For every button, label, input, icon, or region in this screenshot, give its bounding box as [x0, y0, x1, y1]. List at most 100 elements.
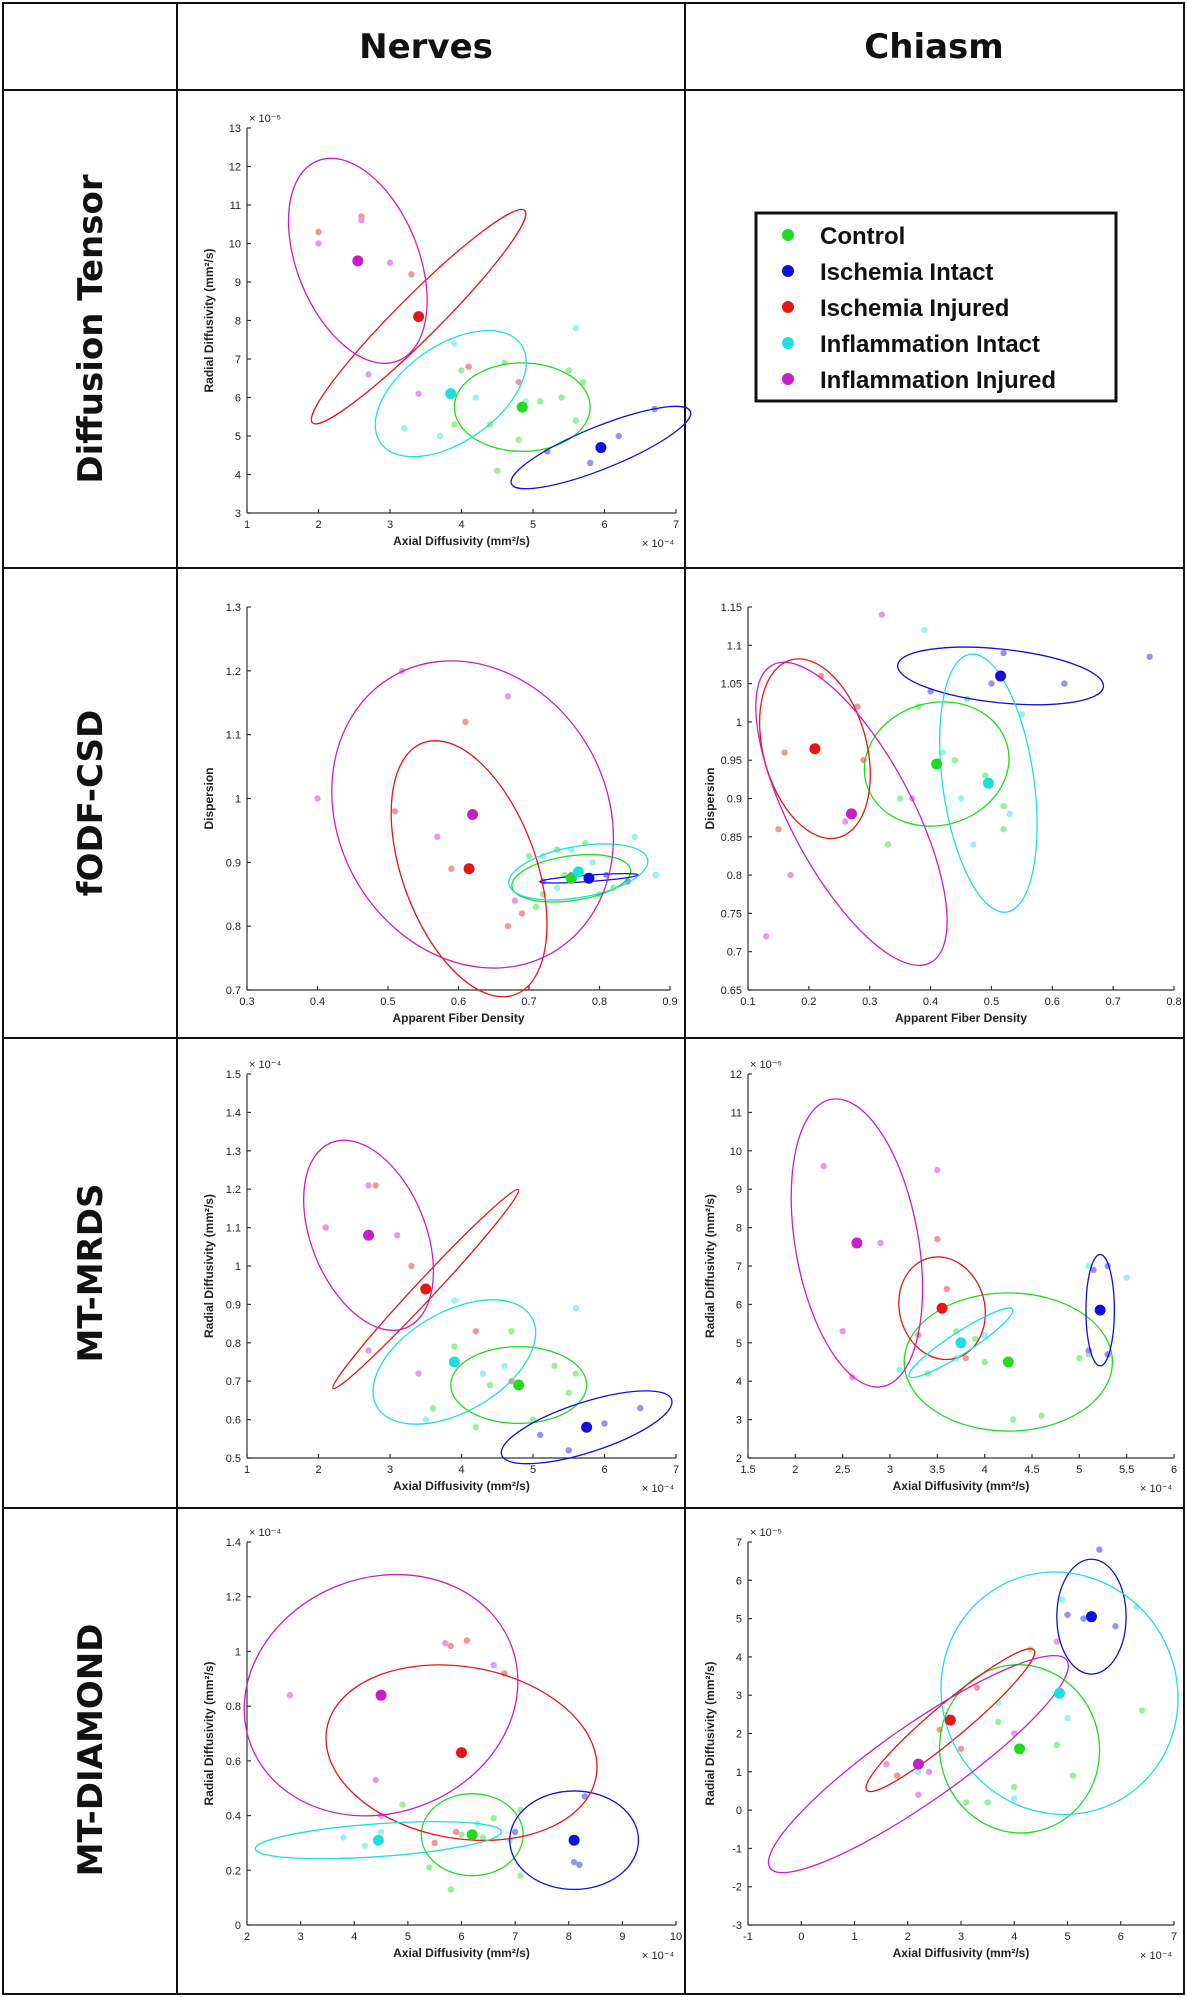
point-control: [426, 1864, 433, 1871]
point-ischemia-injured: [518, 910, 526, 917]
y-tick-label: 7: [736, 1537, 742, 1549]
point-inflammation-intact: [451, 1297, 458, 1304]
x-tick-label: 6: [1171, 1464, 1177, 1476]
x-tick-label: 0.6: [451, 996, 466, 1008]
y-tick-label: 1.4: [226, 1537, 241, 1549]
point-inflammation-injured: [286, 1692, 294, 1699]
legend-label-ischemia-injured: Ischemia Injured: [820, 295, 1009, 322]
point-ischemia-injured: [452, 1828, 460, 1836]
point-control: [982, 772, 989, 779]
y-axis-label: Dispersion: [703, 767, 717, 829]
ellipse-inflammation-intact: [374, 329, 527, 458]
point-ischemia-intact: [570, 1858, 578, 1866]
col-header-nerves: Nerves: [359, 27, 493, 67]
y-tick-label: 3: [736, 1690, 742, 1702]
point-control: [1069, 1772, 1077, 1779]
point-inflammation-injured: [504, 693, 512, 700]
mean-inflammation-injured: [375, 1689, 387, 1701]
point-ischemia-intact: [1064, 1611, 1071, 1618]
point-control: [981, 1358, 988, 1366]
mean-inflammation-intact: [372, 1834, 384, 1846]
x-tick-label: 1: [244, 519, 250, 531]
y-tick-label: 6: [736, 1575, 742, 1587]
mean-ischemia-intact: [995, 670, 1007, 682]
y-multiplier: × 10⁻⁵: [249, 113, 281, 125]
mean-control: [1002, 1356, 1014, 1368]
y-tick-label: 0.8: [727, 870, 742, 882]
chart-mt-mrds-chiasm: 1.5 2 2.5 3 3.5 4 4.5 5 5.5 623456789101112Axial …: [703, 1059, 1177, 1495]
x-multiplier: × 10⁻⁴: [642, 538, 675, 550]
point-ischemia-injured: [447, 1642, 454, 1650]
point-inflammation-injured: [434, 833, 441, 840]
y-tick-label: 2: [736, 1453, 742, 1465]
y-tick-label: 8: [235, 316, 241, 328]
y-tick-label: 1.15: [721, 602, 742, 614]
x-tick-label: 7: [673, 519, 679, 531]
x-tick-label: 5: [1076, 1464, 1082, 1476]
ellipse-inflammation-injured: [755, 661, 948, 966]
legend-swatch-inflammation-intact: [782, 337, 794, 349]
point-inflammation-intact: [361, 1842, 369, 1849]
point-control: [884, 841, 892, 848]
y-tick-label: 9: [235, 277, 241, 289]
point-inflammation-injured: [934, 1166, 941, 1174]
x-tick-label: 0.7: [1105, 996, 1120, 1008]
x-tick-label: 0.1: [740, 996, 755, 1008]
ellipse-ischemia-intact: [509, 1790, 640, 1891]
y-axis-label: Radial Diffusivity (mm²/s): [703, 1661, 717, 1805]
ellipse-inflammation-intact: [372, 1299, 537, 1425]
point-inflammation-intact: [479, 1370, 487, 1377]
point-ischemia-injured: [934, 1235, 941, 1243]
ellipse-ischemia-intact: [1056, 1558, 1127, 1675]
row-label-mt-mrds: MT-MRDS: [71, 1184, 111, 1363]
point-inflammation-injured: [848, 1374, 856, 1381]
x-tick-label: 3.5: [930, 1464, 945, 1476]
x-multiplier: × 10⁻⁴: [1140, 1950, 1173, 1962]
point-control: [953, 1328, 960, 1335]
point-inflammation-injured: [1053, 1638, 1061, 1645]
col-header-chiasm: Chiasm: [864, 27, 1003, 67]
point-control: [972, 1335, 979, 1343]
mean-control: [931, 758, 943, 770]
ellipse-control: [863, 701, 1010, 827]
y-tick-label: 11: [731, 1107, 742, 1119]
point-control: [490, 1815, 497, 1822]
point-control: [1000, 802, 1007, 810]
y-tick-label: 3: [235, 508, 241, 520]
mean-inflammation-intact: [955, 1337, 967, 1349]
x-tick-label: 7: [1171, 1931, 1177, 1943]
ellipse-ischemia-injured: [332, 1188, 520, 1390]
x-tick-label: 3: [387, 1464, 393, 1476]
point-inflammation-intact: [572, 325, 580, 332]
point-ischemia-injured: [973, 1684, 981, 1691]
point-control: [1053, 1741, 1061, 1749]
point-inflammation-injured: [365, 371, 372, 378]
y-tick-label: 0.6: [226, 1415, 241, 1427]
point-control: [486, 1381, 494, 1389]
point-ischemia-injured: [854, 703, 861, 710]
chart-fodf-csd-nerves: 0.3 0.4 0.5 0.6 0.7 0.8 0.9 0.7 0.8 0.9 1 1.1 1.2 1.3…: [202, 602, 678, 1025]
mean-inflammation-intact: [1054, 1687, 1066, 1699]
mean-ischemia-intact: [581, 1421, 593, 1433]
y-tick-label: 12: [730, 1069, 742, 1081]
x-tick-label: 3: [298, 1931, 304, 1943]
x-tick-label: 0.6: [1045, 996, 1060, 1008]
y-tick-label: 1.2: [226, 666, 241, 678]
point-control: [1038, 1412, 1045, 1419]
ellipse-ischemia-intact: [500, 1390, 673, 1465]
y-tick-label: 7: [235, 354, 241, 366]
point-ischemia-injured: [465, 363, 472, 370]
y-tick-label: 0.8: [226, 921, 241, 933]
y-tick-label: 4: [736, 1652, 742, 1664]
point-inflammation-intact: [501, 1362, 508, 1370]
x-tick-label: 5: [530, 519, 536, 531]
mean-ischemia-intact: [595, 442, 607, 454]
x-tick-label: 0.4: [310, 996, 325, 1008]
x-tick-label: 0.2: [801, 996, 816, 1008]
x-tick-label: 3: [387, 519, 393, 531]
y-tick-label: 0.75: [721, 908, 742, 920]
point-control: [896, 795, 904, 802]
point-control: [1076, 1354, 1083, 1362]
x-tick-label: 5.5: [1119, 1464, 1134, 1476]
